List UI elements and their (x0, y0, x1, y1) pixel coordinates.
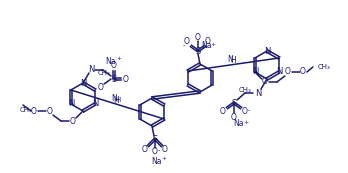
Text: O: O (195, 33, 201, 42)
Text: N: N (92, 99, 98, 108)
Text: N: N (88, 66, 94, 75)
Text: Na: Na (201, 42, 211, 51)
Text: CH₃: CH₃ (19, 107, 32, 113)
Text: S: S (231, 98, 237, 107)
Text: N: N (264, 47, 270, 56)
Text: N: N (252, 67, 258, 76)
Text: +: + (211, 42, 216, 47)
Text: +: + (243, 120, 248, 125)
Text: +: + (116, 57, 121, 61)
Text: O: O (231, 112, 237, 121)
Text: CH₃: CH₃ (98, 70, 111, 76)
Text: -: - (248, 107, 250, 113)
Text: O: O (184, 38, 190, 47)
Text: N: N (228, 55, 234, 64)
Text: CH₃: CH₃ (238, 87, 251, 93)
Text: Na: Na (106, 57, 116, 66)
Text: N: N (112, 94, 117, 103)
Text: O: O (300, 67, 306, 76)
Text: H: H (114, 96, 119, 105)
Text: Na: Na (152, 157, 162, 166)
Text: N: N (80, 79, 86, 88)
Text: -: - (158, 147, 160, 153)
Text: O: O (142, 145, 148, 154)
Text: O: O (70, 116, 76, 125)
Text: O: O (98, 83, 104, 92)
Text: O: O (47, 107, 53, 116)
Text: N: N (276, 67, 282, 76)
Text: N: N (68, 99, 74, 108)
Text: O: O (162, 145, 168, 154)
Text: +: + (161, 157, 167, 162)
Text: S: S (152, 134, 158, 143)
Text: O: O (205, 38, 211, 47)
Text: O: O (123, 75, 129, 84)
Text: -: - (105, 79, 107, 85)
Text: H: H (115, 97, 120, 102)
Text: O: O (242, 107, 248, 116)
Text: CH₃: CH₃ (318, 64, 331, 70)
Text: O: O (262, 78, 268, 86)
Text: S: S (111, 75, 117, 84)
Text: -: - (183, 42, 185, 48)
Text: S: S (195, 47, 201, 56)
Text: N: N (255, 89, 261, 98)
Text: O: O (152, 148, 158, 157)
Text: Na: Na (234, 120, 244, 129)
Text: O: O (220, 107, 226, 116)
Text: O: O (111, 61, 117, 71)
Text: O: O (31, 107, 37, 116)
Text: O: O (285, 67, 291, 76)
Text: H: H (231, 56, 236, 65)
